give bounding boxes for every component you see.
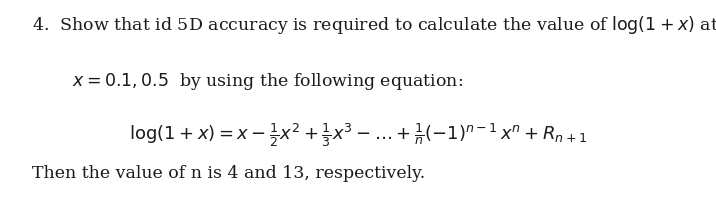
Text: Then the value of n is 4 and 13, respectively.: Then the value of n is 4 and 13, respect… (32, 165, 425, 182)
Text: 4.  Show that id 5D accuracy is required to calculate the value of $\mathrm{log}: 4. Show that id 5D accuracy is required … (32, 14, 716, 36)
Text: $\log(1+x) = x - \frac{1}{2}x^2 + \frac{1}{3}x^3 - \ldots + \frac{1}{n}(-1)^{n-1: $\log(1+x) = x - \frac{1}{2}x^2 + \frac{… (129, 121, 587, 149)
Text: $x=0.1, 0.5$  by using the following equation:: $x=0.1, 0.5$ by using the following equa… (72, 71, 463, 92)
